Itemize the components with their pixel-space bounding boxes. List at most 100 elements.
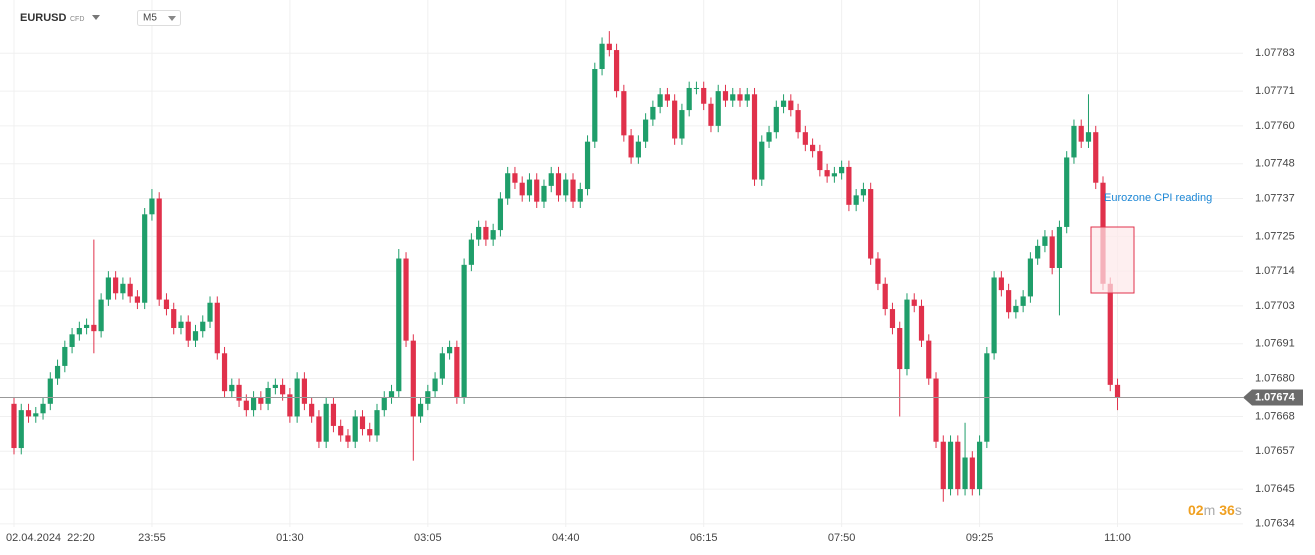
candle-body [381, 397, 387, 411]
candle-body [664, 94, 670, 101]
candle-body [1006, 290, 1012, 313]
candle-body [229, 384, 235, 392]
candle-body [127, 283, 133, 297]
candle-body [76, 328, 82, 335]
countdown-minutes-unit: m [1204, 502, 1216, 518]
candle-body [1056, 226, 1063, 268]
event-annotation: Eurozone CPI reading [1104, 192, 1212, 204]
symbol[interactable]: EURUSD [20, 12, 67, 24]
candle-body [686, 87, 692, 111]
candle-body [831, 173, 837, 177]
candle-body [396, 258, 402, 392]
candle-body [526, 179, 533, 196]
candle-body [388, 391, 395, 398]
candle-body [258, 397, 264, 404]
candle-body [214, 302, 220, 354]
candle-body [359, 416, 366, 430]
candle-body [163, 299, 170, 310]
candle-body [185, 321, 191, 341]
candle-body [367, 429, 373, 436]
candle-body [773, 106, 779, 133]
candle-body [338, 425, 344, 436]
candle-body [584, 141, 591, 190]
candle-body [476, 226, 482, 240]
x-tick-label: 11:00 [1104, 532, 1131, 544]
candle-body [810, 144, 816, 152]
candle-body [142, 214, 148, 303]
candle-body [1013, 305, 1019, 313]
candles [11, 31, 1121, 502]
candle-body [780, 100, 787, 107]
candle-body [577, 189, 583, 202]
grid [0, 0, 1243, 527]
candle-body [606, 43, 612, 51]
candle-body [599, 43, 605, 70]
y-tick-label: 1.07771 [1255, 85, 1295, 97]
y-tick-label: 1.07725 [1255, 230, 1295, 242]
candle-body [548, 173, 554, 186]
candle-body [613, 50, 620, 92]
countdown-minutes: 02 [1188, 502, 1204, 518]
y-tick-label: 1.07634 [1255, 518, 1295, 530]
candle-body [287, 394, 293, 417]
y-tick-label: 1.07760 [1255, 120, 1295, 132]
candle-body [744, 94, 750, 101]
candle-body [468, 239, 474, 265]
y-tick-label: 1.07645 [1255, 483, 1295, 495]
candle-body [156, 198, 162, 300]
candle-body [134, 296, 141, 303]
candle-body [250, 397, 257, 411]
candle-body [846, 166, 852, 205]
candle-body [555, 173, 562, 196]
candle-body [91, 324, 97, 332]
candle-body [918, 305, 925, 341]
candle-body [519, 182, 525, 196]
candle-body [904, 299, 910, 370]
candle-body [403, 258, 409, 341]
candle-body [1064, 157, 1070, 227]
symbol-caret[interactable] [92, 15, 100, 20]
candle-body [316, 416, 322, 442]
candle-body [715, 91, 721, 126]
candle-body [1078, 125, 1084, 142]
candle-body [200, 321, 206, 332]
x-tick-label: 06:15 [690, 532, 718, 544]
candle-body [18, 410, 24, 449]
candle-body [817, 151, 823, 171]
candle-body [280, 384, 286, 395]
x-tick-label: 09:25 [966, 532, 994, 544]
candle-body [839, 166, 845, 174]
candle-body [490, 230, 496, 240]
candle-body [802, 132, 808, 145]
candle-body [766, 132, 772, 142]
candle-body [432, 378, 438, 392]
candle-body [221, 353, 228, 392]
y-tick-label: 1.07680 [1255, 372, 1295, 384]
candle-body [868, 189, 874, 259]
y-tick-label: 1.07668 [1255, 410, 1295, 422]
candle-body [621, 91, 627, 136]
candle-body [47, 378, 53, 404]
candle-body [737, 94, 743, 101]
timeframe[interactable]: M5 [143, 13, 157, 24]
candle-body [272, 384, 278, 389]
x-tick-label: 03:05 [414, 532, 442, 544]
candle-body [1085, 132, 1092, 142]
candle-body [1093, 132, 1099, 183]
candle-body [991, 277, 997, 354]
x-tick-label: 07:50 [828, 532, 856, 544]
candle-body [730, 94, 736, 101]
candle-body [54, 365, 61, 379]
candle-body [795, 110, 801, 133]
x-tick-label: 04:40 [552, 532, 580, 544]
candle-body [447, 346, 453, 354]
candle-body [454, 346, 460, 398]
timeframe-box[interactable] [137, 10, 181, 26]
y-tick-label: 1.07737 [1255, 192, 1295, 204]
countdown-seconds: 36 [1219, 502, 1235, 518]
x-tick-label: 23:55 [138, 532, 166, 544]
timeframe-caret[interactable] [168, 16, 176, 21]
candle-body [1027, 258, 1033, 297]
candle-body [650, 106, 656, 120]
